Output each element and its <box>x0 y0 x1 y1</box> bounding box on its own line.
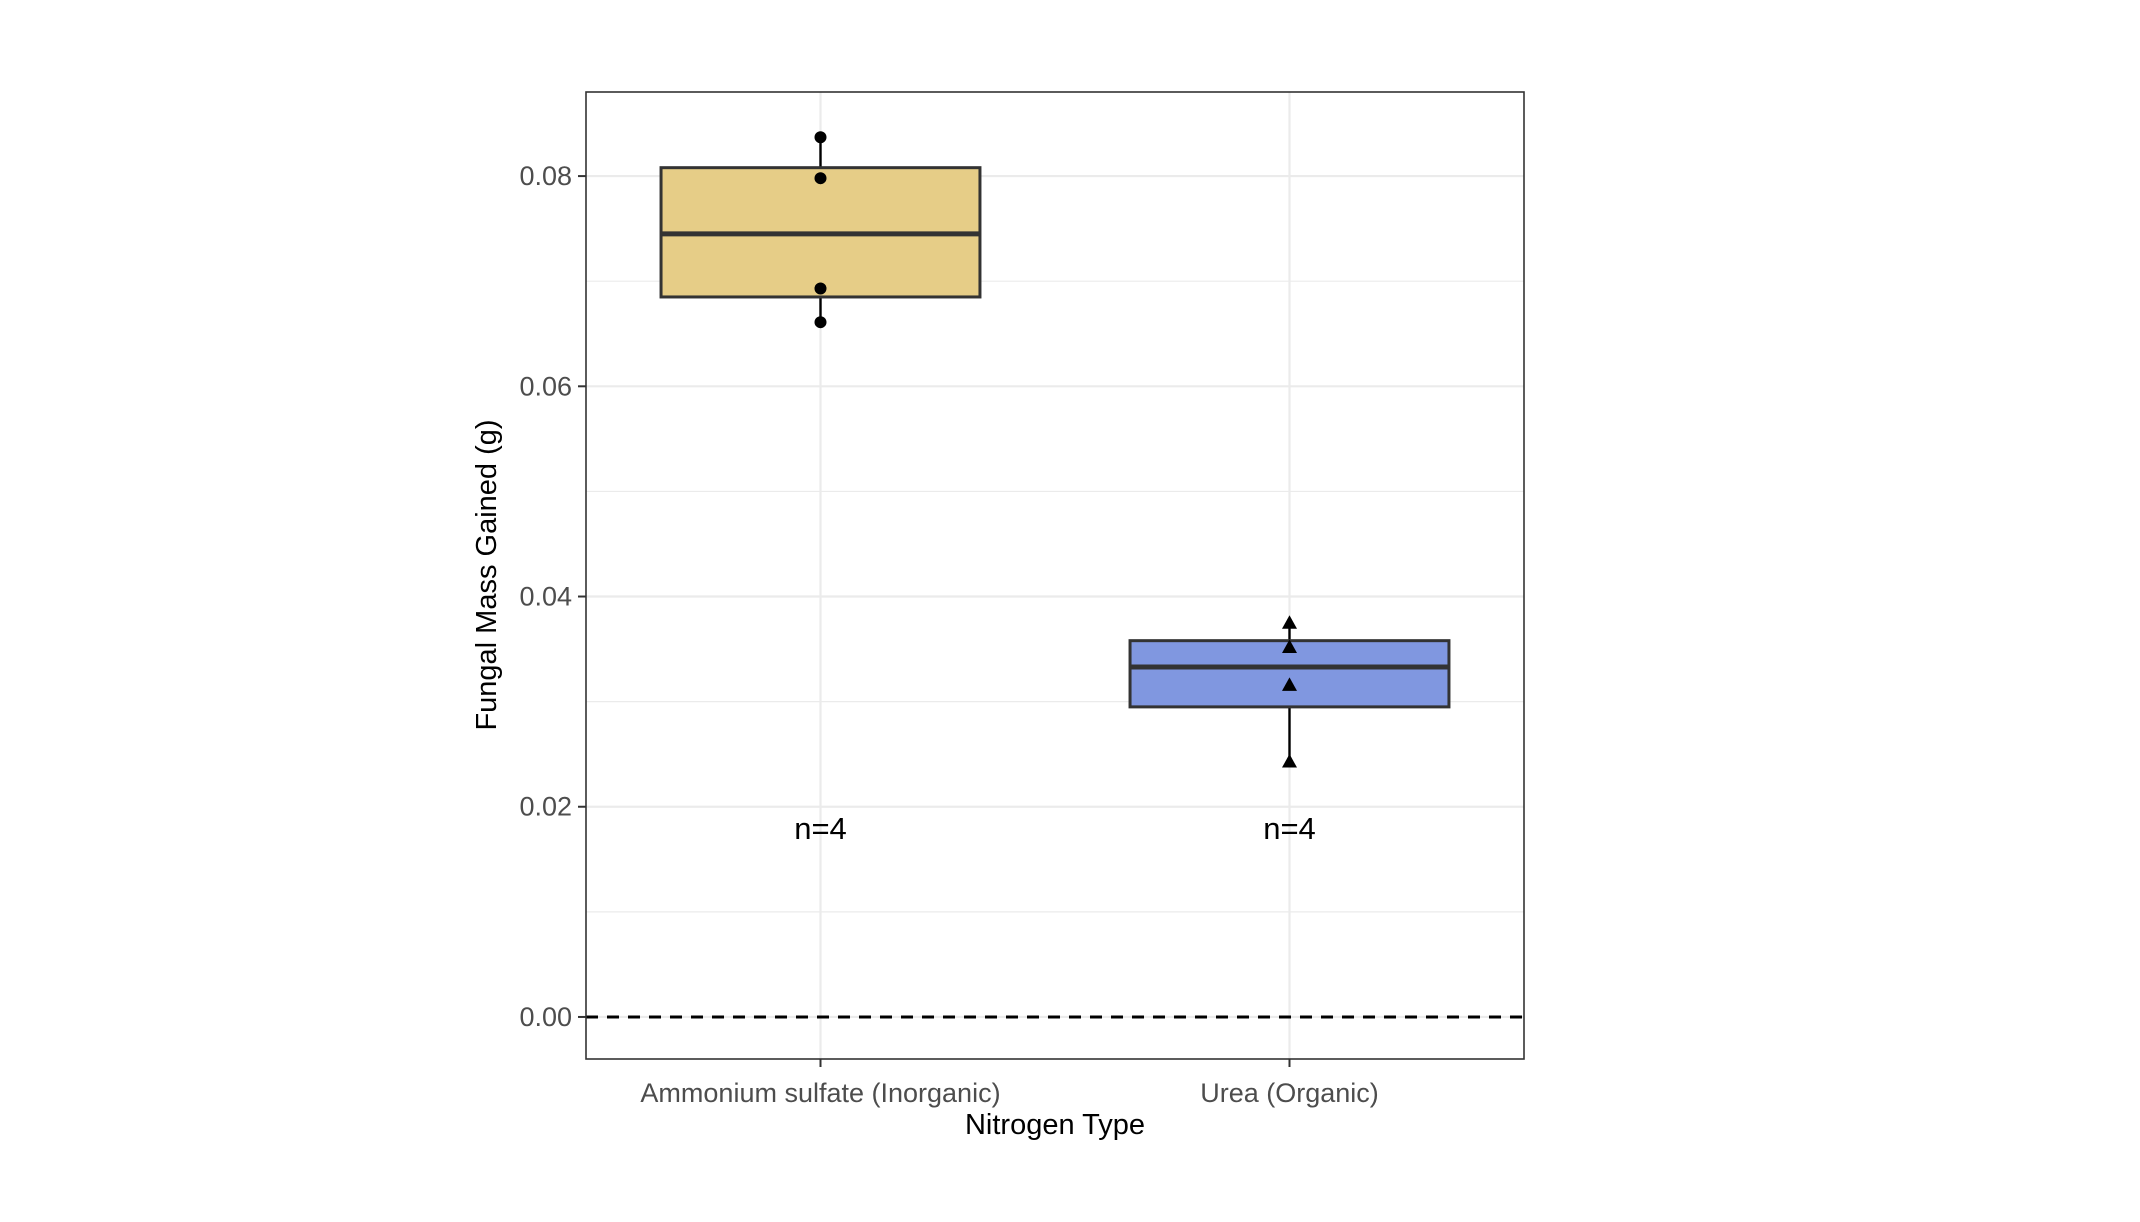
y-tick-label: 0.06 <box>519 371 572 401</box>
sample-size-annotations: n=4 n=4 <box>794 811 1316 846</box>
box-group <box>1128 615 1451 768</box>
x-tick-label: Urea (Organic) <box>1200 1078 1379 1108</box>
data-point-triangle <box>1282 754 1297 768</box>
data-point-circle <box>814 172 827 185</box>
data-point-triangle <box>1282 639 1297 653</box>
data-point-triangle <box>1282 615 1297 629</box>
y-axis: 0.00 0.02 0.04 0.06 0.08 <box>519 161 586 1032</box>
y-tick-label: 0.08 <box>519 161 572 191</box>
sample-size-label: n=4 <box>794 811 847 846</box>
y-axis-title: Fungal Mass Gained (g) <box>471 419 503 730</box>
y-tick-label: 0.00 <box>519 1002 572 1032</box>
data-point-circle <box>814 316 827 329</box>
data-point-triangle <box>1282 677 1297 691</box>
data-point-circle <box>814 282 827 295</box>
box-group <box>659 131 982 329</box>
x-tick-label: Ammonium sulfate (Inorganic) <box>640 1078 1000 1108</box>
x-axis: Ammonium sulfate (Inorganic) Urea (Organi… <box>640 1059 1379 1108</box>
box-series <box>659 131 1451 768</box>
y-tick-label: 0.02 <box>519 792 572 822</box>
panel-border <box>585 91 1525 1060</box>
x-axis-title: Nitrogen Type <box>965 1109 1145 1141</box>
y-tick-label: 0.04 <box>519 582 572 612</box>
sample-size-label: n=4 <box>1263 811 1316 846</box>
data-point-circle <box>814 131 827 144</box>
